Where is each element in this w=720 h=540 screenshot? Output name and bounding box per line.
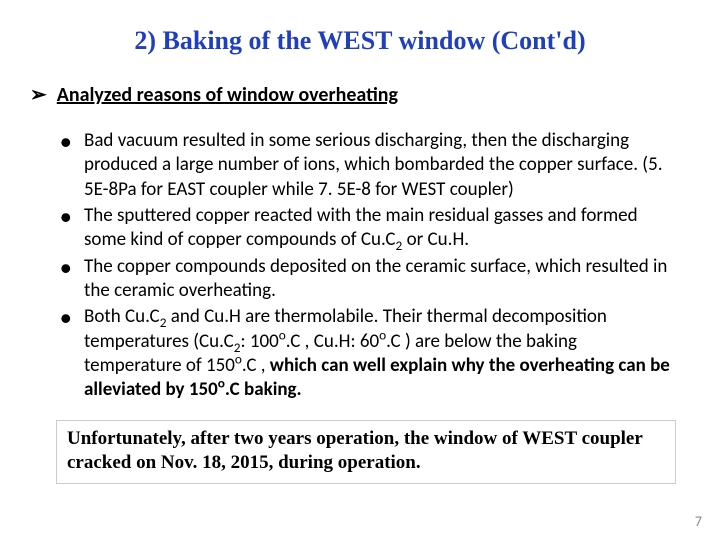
section-heading: ➢ Analyzed reasons of window overheating [0, 82, 720, 107]
footnote-text: Unfortunately, after two years operation… [67, 428, 642, 473]
bullet-list: ●Bad vacuum resulted in some serious dis… [0, 129, 720, 402]
arrow-icon: ➢ [30, 82, 47, 107]
page-number: 7 [695, 513, 702, 530]
bullet-item: ●The copper compounds deposited on the c… [60, 255, 676, 304]
title-text: 2) Baking of the WEST window (Cont'd) [134, 26, 585, 55]
bullet-text: Bad vacuum resulted in some serious disc… [84, 129, 676, 202]
bullet-item: ●The sputtered copper reacted with the m… [60, 204, 676, 253]
bullet-text: Both Cu.C2 and Cu.H are thermolabile. Th… [84, 305, 676, 402]
footnote-box: Unfortunately, after two years operation… [56, 420, 676, 484]
section-text: Analyzed reasons of window overheating [57, 83, 398, 107]
page-title: 2) Baking of the WEST window (Cont'd) [0, 0, 720, 56]
disc-icon: ● [60, 204, 84, 253]
bullet-text: The sputtered copper reacted with the ma… [84, 204, 676, 253]
page-number-text: 7 [695, 513, 702, 530]
disc-icon: ● [60, 305, 84, 402]
bullet-text: The copper compounds deposited on the ce… [84, 255, 676, 304]
bullet-item: ●Bad vacuum resulted in some serious dis… [60, 129, 676, 202]
bullet-item: ●Both Cu.C2 and Cu.H are thermolabile. T… [60, 305, 676, 402]
disc-icon: ● [60, 255, 84, 304]
disc-icon: ● [60, 129, 84, 202]
